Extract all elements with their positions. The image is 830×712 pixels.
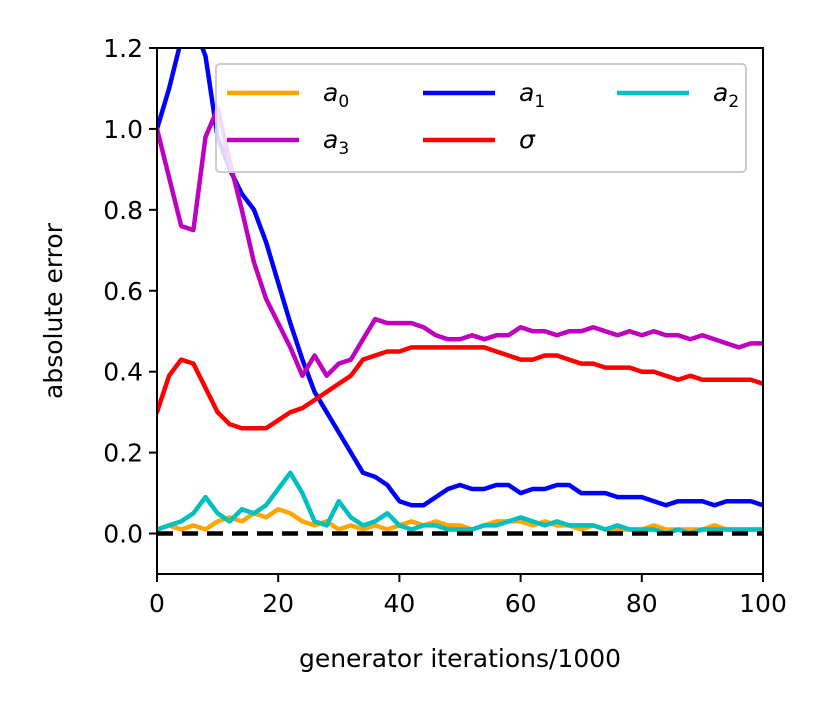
y-tick-label: 1.2 <box>103 34 143 63</box>
plot-lines <box>157 48 763 536</box>
y-tick-label: 0.0 <box>103 520 143 549</box>
legend-label: a1 <box>519 78 545 112</box>
x-tick-label: 40 <box>383 589 415 618</box>
y-tick-label: 0.2 <box>103 439 143 468</box>
series-line-a1 <box>157 48 763 508</box>
y-tick-label: 0.4 <box>103 358 143 387</box>
y-tick-label: 0.6 <box>103 277 143 306</box>
x-axis: 0 20 40 60 80 100 <box>149 574 787 618</box>
y-axis-label: absolute error <box>39 222 68 399</box>
legend-box <box>215 63 747 173</box>
series-line-a3 <box>157 106 763 378</box>
x-tick-label: 20 <box>262 589 294 618</box>
y-tick-label: 1.0 <box>103 115 143 144</box>
plot-frame <box>156 47 764 575</box>
x-tick-label: 60 <box>505 589 537 618</box>
x-tick-label: 100 <box>739 589 787 618</box>
legend-label: σ <box>519 125 536 154</box>
y-axis: 0.0 0.2 0.4 0.6 0.8 1.0 1.2 <box>103 34 157 549</box>
y-tick-label: 0.8 <box>103 196 143 225</box>
x-axis-label: generator iterations/1000 <box>299 644 621 673</box>
series-line-sigma <box>157 345 763 431</box>
x-tick-label: 80 <box>626 589 658 618</box>
series-line-a0 <box>157 507 763 532</box>
x-tick-label: 0 <box>149 589 165 618</box>
